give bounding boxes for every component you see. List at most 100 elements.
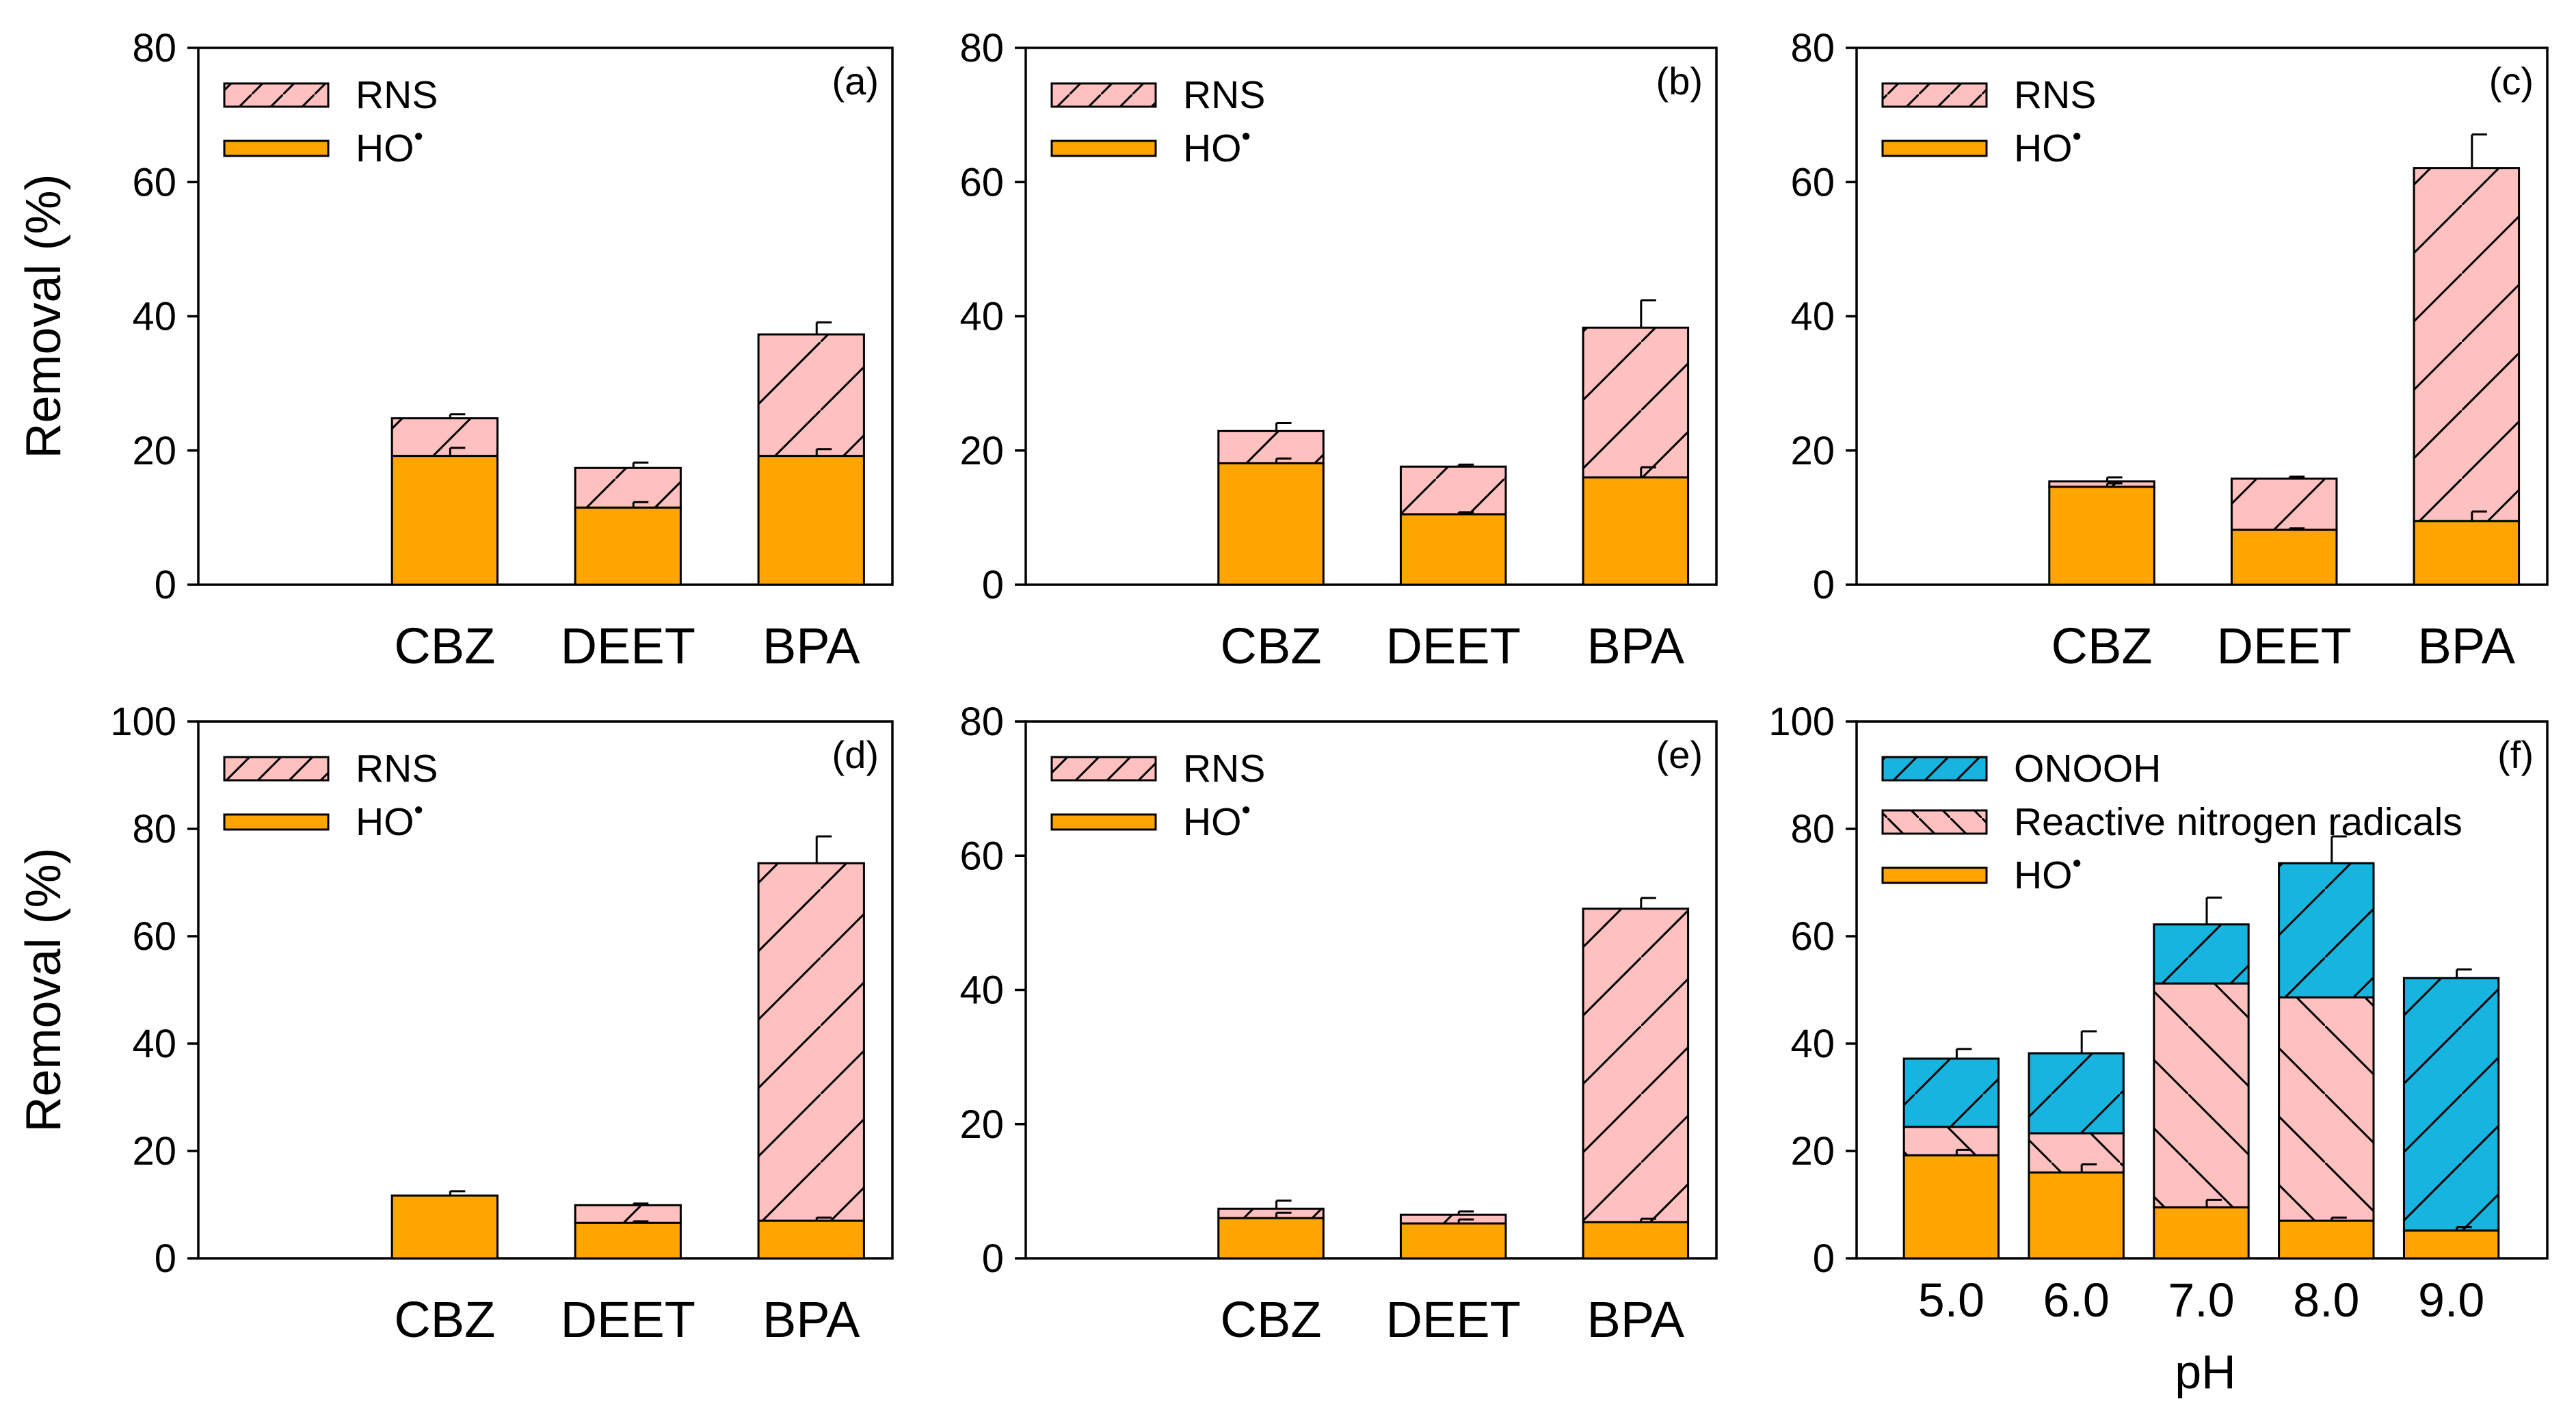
bar-hatch-rns: [2414, 168, 2519, 521]
y-axis-label: Removal (%): [16, 847, 71, 1132]
legend-swatch-ho: [1050, 813, 1157, 831]
panel-label: (e): [1656, 733, 1703, 776]
bar-hatch-onooh: [1904, 1058, 1999, 1127]
y-tick-label: 100: [110, 700, 176, 744]
legend-swatch-hatch: [1883, 83, 1987, 107]
y-tick-label: 60: [132, 914, 176, 959]
y-tick-label: 0: [982, 1236, 1004, 1281]
x-tick-label: 9.0: [2418, 1273, 2484, 1327]
bar-ho: [757, 455, 865, 586]
legend-label-superscript: •: [414, 796, 423, 825]
x-tick-label: BPA: [762, 618, 860, 674]
panel-label: (d): [832, 733, 879, 776]
bar-hatch-rns: [1583, 328, 1688, 477]
bar-ho: [390, 455, 499, 586]
legend: RNS HO•: [1881, 73, 2096, 170]
legend-label-superscript: •: [414, 122, 423, 151]
legend-swatch-ho: [223, 140, 330, 157]
legend-swatch-hatch: [1883, 810, 1987, 834]
chart-panel-2: 0 20 40 60 80 CBZ DEET BPA (b) RNS HO•: [959, 26, 1718, 674]
y-tick-label: 0: [1813, 563, 1835, 607]
x-tick-label: 5.0: [1918, 1273, 1984, 1327]
bar-hatch-onooh: [2153, 924, 2249, 984]
y-tick-label: 0: [155, 563, 176, 607]
bar-hatch-rns: [2153, 983, 2249, 1208]
bar-ho: [2402, 1229, 2500, 1260]
x-tick-label: DEET: [1386, 1291, 1521, 1348]
bar-ho: [1217, 1217, 1325, 1260]
bar-hatch-rns: [2028, 1133, 2124, 1173]
x-axis-label: pH: [2175, 1345, 2235, 1399]
y-tick-label: 0: [982, 563, 1004, 607]
bar-ho: [2230, 529, 2338, 586]
y-tick-label: 80: [959, 26, 1004, 70]
legend-swatch-ho: [1050, 140, 1157, 157]
bar-hatch-rns: [1583, 908, 1688, 1223]
panel-label: (c): [2489, 59, 2534, 103]
legend-swatch-ho: [1881, 140, 1988, 157]
legend-label: RNS: [1183, 747, 1265, 791]
x-tick-label: BPA: [762, 1291, 860, 1348]
x-tick-label: CBZ: [394, 1291, 495, 1348]
legend-label: ONOOH: [2014, 747, 2161, 791]
bar-hatch-rns: [2231, 478, 2337, 530]
legend-swatch-hatch: [1052, 83, 1156, 107]
y-tick-label: 40: [132, 295, 176, 339]
chart-panel-4: 0 20 40 60 80 100 CBZ DEET BPA Removal (%) (d) RNS H…: [16, 700, 894, 1348]
y-tick-label: 60: [1790, 914, 1835, 959]
y-tick-label: 80: [132, 26, 176, 70]
bar-hatch-rns: [1218, 1208, 1324, 1219]
bar-ho: [1217, 462, 1325, 586]
legend: RNS HO•: [1050, 73, 1265, 170]
legend-swatch-hatch: [224, 757, 328, 780]
bar-ho: [1902, 1154, 2000, 1260]
y-tick-label: 40: [1790, 295, 1835, 339]
chart-panel-5: 0 20 40 60 80 CBZ DEET BPA (e) RNS HO•: [959, 700, 1718, 1348]
legend-label-superscript: •: [2073, 849, 2082, 878]
y-tick-label: 60: [132, 160, 176, 204]
x-tick-label: BPA: [1587, 1291, 1685, 1348]
bar-hatch-onooh: [2028, 1053, 2124, 1134]
bar-hatch-rns: [575, 468, 681, 508]
bar-ho: [1582, 476, 1690, 586]
y-tick-label: 60: [1790, 160, 1835, 204]
y-tick-label: 40: [132, 1022, 176, 1066]
legend-label: HO•: [356, 122, 423, 170]
legend: ONOOH Reactive nitrogen radicals HO•: [1881, 747, 2462, 897]
bar-ho: [2153, 1206, 2250, 1260]
y-tick-label: 80: [1790, 807, 1835, 851]
bar-ho: [2028, 1171, 2125, 1260]
x-tick-label: 8.0: [2293, 1273, 2359, 1327]
y-tick-label: 20: [959, 429, 1004, 473]
y-tick-label: 40: [1790, 1022, 1835, 1066]
bar-hatch-rns: [2049, 481, 2155, 487]
axes-frame: [197, 720, 894, 1260]
legend-label-superscript: •: [1242, 122, 1251, 151]
bar-hatch-rns: [2279, 997, 2374, 1221]
legend-swatch-hatch: [224, 83, 328, 107]
y-tick-label: 60: [959, 160, 1004, 204]
x-tick-label: CBZ: [1221, 618, 1322, 674]
bar-ho: [1399, 513, 1507, 586]
legend-label: HO•: [1183, 122, 1251, 170]
bar-hatch-onooh: [2404, 978, 2499, 1231]
bar-ho: [1399, 1222, 1507, 1260]
y-tick-label: 0: [155, 1236, 176, 1281]
bar-ho: [757, 1219, 865, 1260]
x-tick-label: CBZ: [1221, 1291, 1322, 1348]
legend-label-superscript: •: [1242, 796, 1251, 825]
bar-ho: [1582, 1221, 1690, 1260]
y-tick-label: 80: [1790, 26, 1835, 70]
y-tick-label: 40: [959, 295, 1004, 339]
legend-swatch-ho: [1881, 866, 1988, 884]
legend-label: RNS: [1183, 73, 1265, 117]
legend-label: HO•: [2014, 849, 2082, 897]
legend-label: HO•: [2014, 122, 2082, 170]
bar-ho: [2413, 520, 2521, 586]
y-tick-label: 40: [959, 968, 1004, 1013]
y-tick-label: 100: [1768, 700, 1835, 744]
y-axis-label: Removal (%): [16, 174, 71, 458]
bar-ho: [390, 1194, 499, 1260]
bar-ho: [574, 506, 682, 586]
